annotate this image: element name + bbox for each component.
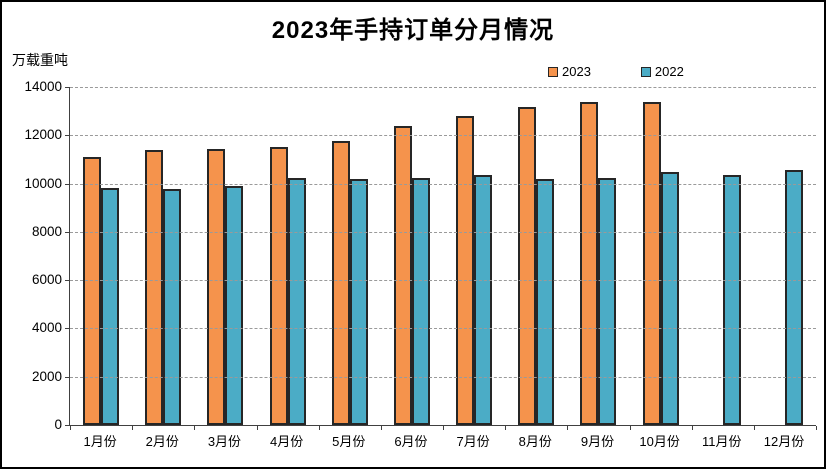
bar-2023-5月份 bbox=[331, 141, 350, 425]
gridline-10000 bbox=[70, 184, 816, 185]
y-tick-label-14000: 14000 bbox=[24, 79, 62, 94]
legend-swatch-2023-icon bbox=[548, 66, 558, 77]
x-axis-tick bbox=[194, 426, 196, 430]
bar-2023-8月份 bbox=[518, 107, 537, 425]
chart-title: 2023年手持订单分月情况 bbox=[271, 17, 555, 44]
legend-label-2022: 2022 bbox=[654, 64, 684, 79]
bar-2022-8月份 bbox=[536, 179, 555, 425]
bar-2022-4月份 bbox=[287, 178, 306, 425]
category-group-10月份 bbox=[630, 87, 692, 425]
category-group-7月份 bbox=[443, 87, 505, 425]
x-tick-label-7月份: 7月份 bbox=[456, 434, 490, 449]
bar-2023-4月份 bbox=[269, 147, 288, 425]
bar-2023-6月份 bbox=[393, 126, 412, 425]
x-axis-tick bbox=[443, 426, 444, 430]
x-tick-label-1月份: 1月份 bbox=[83, 434, 117, 449]
x-tick-label-5月份: 5月份 bbox=[332, 434, 366, 449]
x-axis-tick bbox=[132, 426, 134, 430]
bar-2022-7月份 bbox=[474, 175, 493, 425]
gridline-4000 bbox=[70, 328, 816, 329]
gridline-12000 bbox=[70, 135, 816, 136]
bar-2022-2月份 bbox=[163, 189, 182, 425]
y-axis-tick bbox=[65, 87, 69, 88]
bar-2022-12月份 bbox=[784, 170, 803, 425]
x-tick-label-3月份: 3月份 bbox=[207, 434, 242, 449]
x-axis-tick bbox=[816, 426, 817, 430]
gridline-8000 bbox=[70, 232, 816, 233]
bar-2023-10月份 bbox=[642, 102, 661, 425]
x-tick-label-10月份: 10月份 bbox=[639, 434, 680, 449]
legend-label-2023: 2023 bbox=[562, 64, 591, 79]
y-axis-tick bbox=[65, 184, 69, 185]
x-axis-labels: 1月份 2月份 3月份 4月份 5月份 6月份 7月份 8月份 9月份 10月份 11月份 12月份 bbox=[69, 431, 815, 450]
category-group-6月份 bbox=[381, 87, 443, 425]
x-axis-tick bbox=[629, 426, 631, 430]
y-tick-label-12000: 12000 bbox=[24, 127, 62, 142]
y-axis-unit-label: 万载重吨 bbox=[12, 52, 68, 68]
x-tick-label-9月份: 9月份 bbox=[580, 434, 615, 449]
x-axis-tick bbox=[691, 426, 693, 430]
bar-2022-9月份 bbox=[598, 178, 617, 425]
category-group-12月份 bbox=[754, 87, 816, 425]
bar-2023-2月份 bbox=[145, 150, 164, 425]
x-tick-label-12月份: 12月份 bbox=[763, 434, 805, 449]
y-tick-label-4000: 4000 bbox=[31, 320, 62, 335]
bar-2022-1月份 bbox=[101, 188, 120, 425]
legend-swatch-2022-icon bbox=[640, 66, 651, 77]
bar-2022-6月份 bbox=[411, 178, 430, 425]
y-axis-tick bbox=[65, 377, 69, 378]
x-axis-tick bbox=[318, 426, 320, 430]
x-tick-label-4月份: 4月份 bbox=[269, 434, 304, 449]
x-tick-label-11月份: 11月份 bbox=[702, 434, 742, 449]
x-axis-tick bbox=[256, 426, 258, 430]
gridline-14000 bbox=[70, 87, 816, 88]
category-group-3月份 bbox=[194, 87, 256, 425]
category-group-5月份 bbox=[319, 87, 381, 425]
bar-2023-1月份 bbox=[83, 157, 102, 425]
category-group-1月份 bbox=[70, 87, 132, 425]
category-group-2月份 bbox=[132, 87, 194, 425]
plot-area bbox=[65, 87, 817, 430]
category-group-4月份 bbox=[257, 87, 319, 425]
legend-item-2023: 2023 bbox=[548, 64, 591, 79]
gridline-2000 bbox=[70, 377, 816, 378]
y-tick-label-6000: 6000 bbox=[31, 272, 62, 287]
category-group-11月份 bbox=[692, 87, 754, 425]
x-axis-tick bbox=[505, 426, 507, 430]
legend: 2023 2022 bbox=[548, 64, 684, 79]
bar-2023-3月份 bbox=[207, 149, 226, 425]
y-axis-tick bbox=[65, 328, 69, 329]
y-axis-tick bbox=[65, 232, 69, 233]
x-tick-label-8月份: 8月份 bbox=[518, 434, 552, 449]
bar-2022-11月份 bbox=[722, 175, 741, 425]
bar-2022-10月份 bbox=[660, 172, 679, 425]
y-tick-label-0: 0 bbox=[54, 417, 62, 432]
y-axis-tick bbox=[65, 135, 69, 136]
y-tick-label-8000: 8000 bbox=[31, 224, 62, 239]
legend-item-2022: 2022 bbox=[640, 64, 684, 79]
y-axis-tick bbox=[65, 280, 69, 281]
x-axis-tick bbox=[753, 426, 755, 430]
category-group-8月份 bbox=[505, 87, 567, 425]
x-tick-label-6月份: 6月份 bbox=[394, 434, 428, 449]
x-axis-tick bbox=[70, 426, 71, 430]
y-tick-label-2000: 2000 bbox=[31, 369, 62, 384]
x-axis-tick bbox=[567, 426, 569, 430]
gridline-6000 bbox=[70, 280, 816, 281]
bar-2023-7月份 bbox=[456, 116, 475, 425]
y-axis-tick bbox=[65, 425, 69, 426]
bar-2022-3月份 bbox=[225, 186, 244, 425]
y-tick-label-10000: 10000 bbox=[24, 176, 62, 191]
bars-container bbox=[70, 87, 816, 425]
bar-2022-5月份 bbox=[349, 179, 368, 425]
x-tick-label-2月份: 2月份 bbox=[145, 434, 179, 449]
category-group-9月份 bbox=[567, 87, 629, 425]
bar-2023-9月份 bbox=[580, 102, 599, 425]
x-axis-tick bbox=[380, 426, 382, 430]
